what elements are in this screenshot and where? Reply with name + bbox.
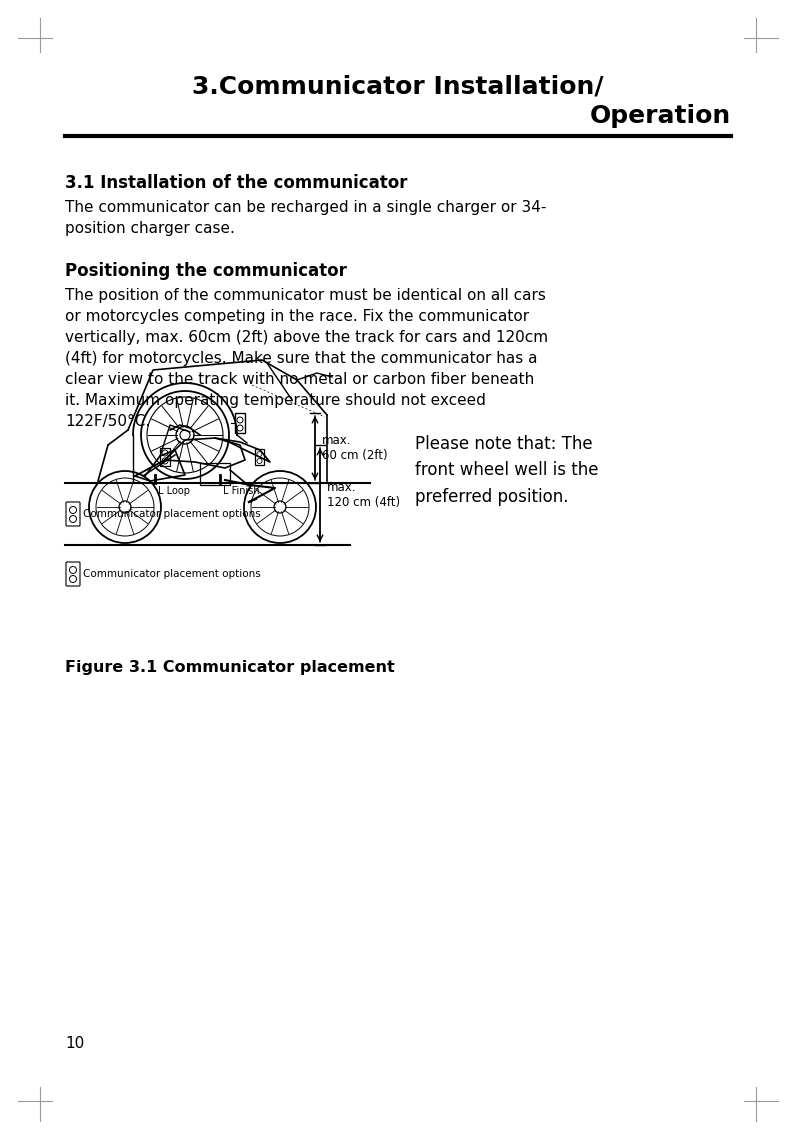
Text: max.
60 cm (2ft): max. 60 cm (2ft) xyxy=(322,434,388,462)
Text: 3.Communicator Installation/: 3.Communicator Installation/ xyxy=(193,74,603,98)
Bar xyxy=(200,462,230,485)
Bar xyxy=(255,449,264,465)
Text: Operation: Operation xyxy=(590,104,731,128)
Text: 10: 10 xyxy=(65,1036,84,1051)
Text: L Loop: L Loop xyxy=(158,486,190,495)
Text: The position of the communicator must be identical on all cars
or motorcycles co: The position of the communicator must be… xyxy=(65,288,548,429)
Text: Positioning the communicator: Positioning the communicator xyxy=(65,262,347,280)
Text: L Finish: L Finish xyxy=(223,486,259,495)
Text: 3.1 Installation of the communicator: 3.1 Installation of the communicator xyxy=(65,174,408,192)
Text: Communicator placement options: Communicator placement options xyxy=(83,570,261,579)
Bar xyxy=(235,413,245,433)
Text: Figure 3.1 Communicator placement: Figure 3.1 Communicator placement xyxy=(65,659,395,675)
Text: The communicator can be recharged in a single charger or 34-
position charger ca: The communicator can be recharged in a s… xyxy=(65,200,546,236)
Text: Communicator placement options: Communicator placement options xyxy=(83,509,261,519)
Bar xyxy=(160,448,170,466)
Text: Please note that: The
front wheel well is the
preferred position.: Please note that: The front wheel well i… xyxy=(415,435,599,506)
Text: max.
120 cm (4ft): max. 120 cm (4ft) xyxy=(327,481,400,509)
